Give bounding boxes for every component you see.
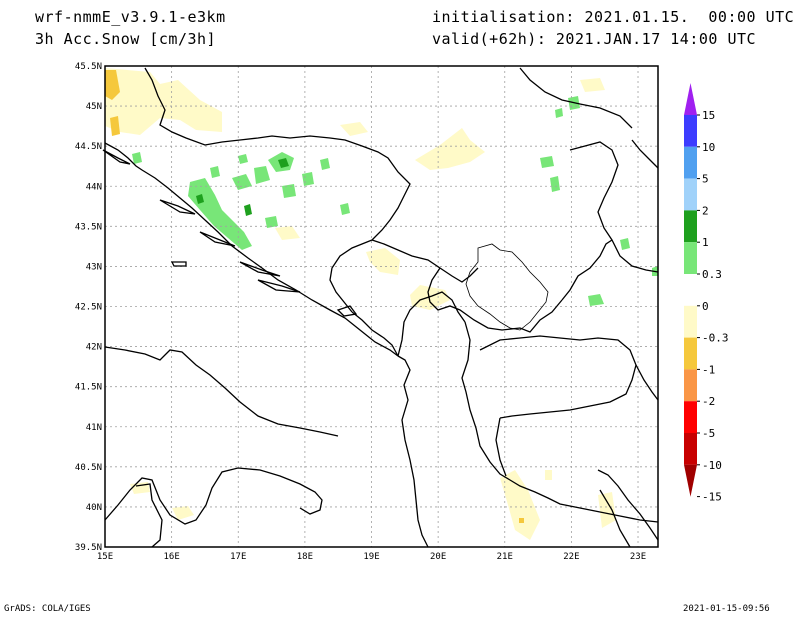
valid-time: valid(+62h): 2021.JAN.17 14:00 UTC (432, 30, 757, 48)
colorbar-segment (684, 305, 697, 338)
colorbar-label: 2 (702, 204, 709, 217)
lat-tick-label: 40N (86, 503, 102, 513)
colorbar-segment (684, 274, 697, 306)
lat-tick-label: 44N (86, 182, 102, 192)
generation-timestamp: 2021-01-15-09:56 (683, 604, 770, 614)
lat-tick-label: 40.5N (75, 463, 102, 473)
colorbar-segment (684, 337, 697, 370)
colorbar-label: -0.3 (702, 332, 729, 345)
colorbar-segment (684, 369, 697, 402)
colorbar: 15 10 5 2 1 0.3 0 -0.3 -1 -2 -5 -10 -15 (684, 83, 729, 504)
colorbar-label: -1 (702, 363, 715, 376)
variable-title: 3h Acc.Snow [cm/3h] (35, 30, 217, 48)
colorbar-segment (684, 146, 697, 179)
colorbar-bottom-arrow (684, 464, 697, 497)
lat-tick-label: 41N (86, 423, 102, 433)
colorbar-label: 5 (702, 173, 709, 186)
colorbar-label: 15 (702, 109, 715, 122)
lon-tick-label: 16E (163, 552, 179, 562)
colorbar-segment (684, 210, 697, 243)
colorbar-label: 1 (702, 236, 709, 249)
lat-tick-label: 43N (86, 262, 102, 272)
lat-lon-grid (105, 66, 658, 547)
lon-tick-label: 15E (97, 552, 113, 562)
lat-tick-label: 41.5N (75, 383, 102, 393)
lon-tick-label: 21E (497, 552, 513, 562)
colorbar-segment (684, 401, 697, 433)
colorbar-segment (684, 115, 697, 147)
lon-tick-label: 23E (630, 552, 646, 562)
lat-tick-label: 45.5N (75, 62, 102, 72)
snow-positive-shading (132, 96, 658, 306)
lat-tick-label: 44.5N (75, 142, 102, 152)
colorbar-top-arrow (684, 83, 697, 115)
lon-tick-label: 19E (363, 552, 379, 562)
initialisation-time: initialisation: 2021.01.15. 00:00 UTC (432, 8, 795, 26)
latitude-labels: 45.5N 45N 44.5N 44N 43.5N 43N 42.5N 42N 41.5N 41N… (75, 62, 102, 553)
colorbar-segment (684, 242, 697, 274)
colorbar-label: 0.3 (702, 268, 722, 281)
snow-1cm-shading (196, 158, 289, 216)
longitude-labels: 15E 16E 17E 18E 19E 20E 21E 22E 23E (97, 552, 646, 562)
kosovo-border (465, 243, 549, 331)
colorbar-label: -5 (702, 427, 715, 440)
map-frame (104, 65, 659, 548)
lat-tick-label: 42.5N (75, 303, 102, 313)
colorbar-segment (684, 178, 697, 211)
colorbar-label: -15 (702, 491, 722, 504)
lat-tick-label: 39.5N (75, 543, 102, 553)
lat-tick-label: 45N (86, 102, 102, 112)
colorbar-label: -10 (702, 459, 722, 472)
snow-negative-shading (105, 68, 616, 540)
model-title: wrf-nmmE_v3.9.1-e3km (35, 8, 226, 26)
snow-minus1-shading (105, 70, 524, 523)
lon-tick-label: 18E (297, 552, 313, 562)
lon-tick-label: 22E (563, 552, 579, 562)
colorbar-segment (684, 433, 697, 465)
colorbar-label: -2 (702, 395, 715, 408)
lat-tick-label: 43.5N (75, 222, 102, 232)
colorbar-label: 0 (702, 300, 709, 313)
coastlines-borders (102, 67, 659, 548)
grads-credit: GrADS: COLA/IGES (4, 604, 91, 614)
lat-tick-label: 42N (86, 343, 102, 353)
lon-tick-label: 17E (230, 552, 246, 562)
lon-tick-label: 20E (430, 552, 446, 562)
colorbar-label: 10 (702, 141, 715, 154)
